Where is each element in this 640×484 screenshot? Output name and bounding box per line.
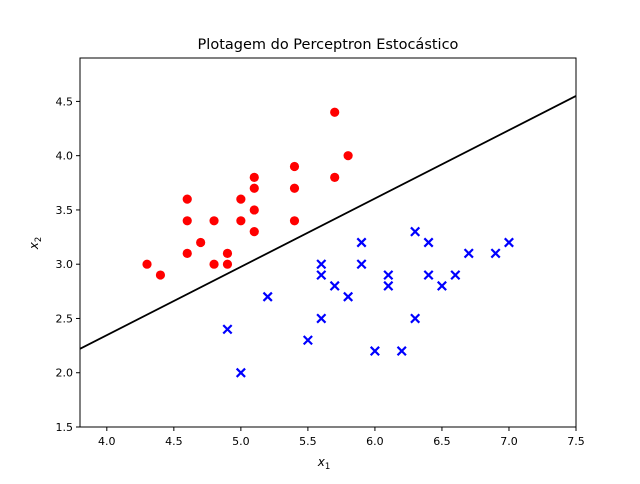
data-point-circle	[236, 216, 246, 226]
data-point-x	[356, 237, 367, 248]
data-point-x	[343, 291, 354, 302]
data-point-x	[316, 270, 327, 281]
x-tick-label: 4.5	[165, 435, 183, 448]
data-point-circle	[196, 237, 206, 248]
data-point-circle	[249, 205, 259, 215]
y-tick-label: 4.5	[56, 95, 74, 108]
data-point-x	[436, 280, 447, 291]
data-point-x	[450, 270, 461, 281]
plot-frame	[79, 57, 577, 428]
y-tick-label: 1.5	[56, 421, 74, 434]
y-tick-label: 3.0	[56, 258, 74, 271]
data-point-x	[423, 270, 434, 281]
data-point-x	[356, 259, 367, 270]
data-point-circle	[155, 270, 166, 280]
data-point-x	[316, 259, 327, 270]
data-point-x	[222, 324, 233, 335]
data-point-circle	[182, 248, 192, 258]
x-axis-label: x1	[317, 455, 331, 472]
data-point-circle	[209, 259, 219, 269]
plot-area	[79, 95, 577, 378]
data-point-circle	[289, 161, 300, 172]
data-point-x	[410, 313, 421, 324]
data-point-circle	[330, 172, 340, 182]
x-axis: 4.0 4.5 5.0 5.5 6.0 6.5 7.0 7.5	[98, 427, 585, 448]
y-axis-label: x2	[27, 237, 44, 251]
data-point-circle	[209, 216, 219, 226]
y-axis-label-main: x	[27, 241, 41, 250]
data-point-x	[463, 248, 474, 259]
y-axis: 1.5 2.0 2.5 3.0 3.5 4.0 4.5	[56, 95, 80, 434]
data-point-circle	[330, 107, 340, 117]
data-point-x	[329, 280, 340, 291]
data-point-x	[302, 335, 313, 346]
x-tick-label: 6.0	[366, 435, 384, 448]
data-point-circle	[182, 216, 192, 226]
data-point-x	[410, 226, 421, 237]
data-point-x	[262, 291, 273, 302]
x-tick-label: 5.0	[232, 435, 250, 448]
y-tick-label: 2.0	[56, 367, 74, 380]
data-point-circle	[249, 227, 259, 237]
x-tick-label: 5.5	[299, 435, 317, 448]
data-point-circle	[222, 259, 233, 269]
y-tick-label: 4.0	[56, 150, 74, 163]
y-tick-label: 2.5	[56, 312, 74, 325]
data-point-x	[369, 346, 380, 357]
x-axis-label-subscript: 1	[325, 462, 330, 472]
decision-boundary-line	[79, 95, 577, 350]
data-point-circle	[222, 248, 233, 258]
data-point-circle	[289, 183, 300, 193]
data-point-circle	[343, 151, 353, 161]
chart-title: Plotagem do Perceptron Estocástico	[198, 37, 459, 53]
data-point-circle	[289, 216, 300, 226]
x-tick-label: 7.5	[567, 435, 585, 448]
x-tick-label: 6.5	[433, 435, 451, 448]
data-point-circle	[236, 194, 246, 204]
data-point-circle	[182, 194, 192, 204]
data-point-x	[316, 313, 327, 324]
x-axis-label-main: x	[317, 455, 326, 469]
data-point-circle	[249, 183, 259, 193]
data-point-x	[383, 280, 394, 291]
data-point-x	[490, 248, 501, 259]
y-tick-label: 3.5	[56, 204, 74, 217]
x-tick-label: 7.0	[500, 435, 518, 448]
y-axis-label-subscript: 2	[34, 237, 44, 242]
data-point-x	[396, 346, 407, 357]
data-point-x	[503, 237, 514, 248]
data-point-x	[235, 367, 246, 378]
data-point-circle	[249, 172, 259, 182]
data-point-circle	[142, 259, 152, 269]
data-point-x	[383, 270, 394, 281]
data-point-x	[423, 237, 434, 248]
x-tick-label: 4.0	[98, 435, 116, 448]
